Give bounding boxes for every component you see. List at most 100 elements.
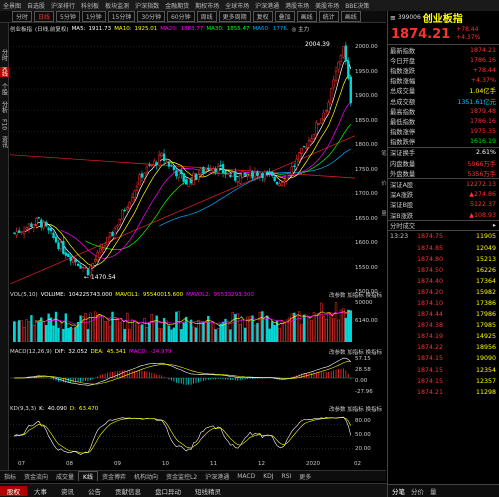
menu-item[interactable]: 全景图 [3, 3, 22, 10]
indicator-tab[interactable]: KDJ [263, 472, 274, 480]
left-nav-item[interactable]: 分析 [0, 100, 8, 113]
period-button[interactable]: 周线 [196, 11, 217, 22]
status-tab[interactable]: 贡献信息 [115, 487, 141, 496]
k-value: 40.090 [47, 405, 67, 412]
vol-label: VOLUME: [40, 291, 66, 298]
left-nav-item[interactable]: 个股 [0, 82, 8, 95]
trades-list: 13:23 1874.75 11905 1874.85 12049 1874.80 1521… [388, 231, 499, 397]
stat-row: 深B涨跌 ▲108.93 [388, 210, 499, 220]
expand-icon[interactable]: ▸ [492, 222, 496, 230]
indicator-tab[interactable]: 机构动向 [134, 473, 159, 481]
ma20-value: 1883.77 [180, 26, 204, 32]
kd-chart[interactable] [10, 414, 355, 459]
kd-panel-buttons[interactable]: 改参数 加指标 换指标 [329, 406, 382, 413]
left-nav-item[interactable]: F10 [0, 118, 8, 131]
volume-bar [207, 316, 210, 342]
candle [123, 207, 126, 213]
volume-bar [185, 316, 188, 342]
ma60-value: 1776. [272, 26, 289, 32]
status-tab[interactable]: 资讯 [61, 487, 74, 496]
menu-icon[interactable]: ≡ [390, 13, 396, 22]
volume-bar [135, 322, 139, 342]
macd-panel-buttons[interactable]: 改参数 加指标 换指标 [329, 349, 382, 356]
volume-bar [91, 317, 95, 342]
candlestick-chart[interactable]: 2004.39 ← 1470.54 [10, 34, 355, 284]
status-tab[interactable]: 盘口异动 [155, 487, 181, 496]
menu-item[interactable]: BBE决策 [345, 3, 370, 10]
indicator-tab[interactable]: 资金流向 [24, 473, 49, 481]
status-tab[interactable]: 股权 [0, 485, 27, 496]
side-tab[interactable]: 笔 [380, 150, 386, 156]
trade-time: 13:23 [390, 233, 409, 241]
indicator-tab[interactable]: 指标 [4, 473, 17, 481]
left-nav-item[interactable]: 分时 [0, 49, 8, 61]
candle [273, 175, 276, 183]
status-tab[interactable]: 短线精灵 [195, 487, 221, 496]
menu-item[interactable]: 港股市场 [285, 3, 310, 10]
menu-item[interactable]: 自选股 [27, 3, 46, 10]
period-button[interactable]: 5分钟 [56, 11, 80, 22]
period-button[interactable]: 30分钟 [137, 11, 165, 22]
quote-tab[interactable]: 分笔 [392, 488, 405, 496]
indicator-tab[interactable]: 资金监控L2 [166, 473, 198, 481]
volume-bar [121, 320, 124, 342]
candle [25, 226, 28, 232]
quote-bottom-tabs: 分笔 分价量 [388, 484, 499, 497]
period-button[interactable]: 60分钟 [166, 11, 195, 22]
period-button[interactable]: 15分钟 [107, 11, 136, 22]
period-button[interactable]: 更多周期 [218, 11, 251, 22]
volume-chart[interactable] [10, 300, 355, 342]
indicator-tab[interactable]: K线 [78, 471, 98, 481]
candle [130, 192, 134, 202]
tool-button[interactable]: 叠加 [274, 11, 295, 22]
volume-bar [175, 311, 178, 342]
macd-chart[interactable] [10, 357, 355, 399]
volume-bar [72, 328, 75, 342]
tool-button[interactable]: 画线 [340, 11, 361, 22]
price-tick: 1700.00 [355, 191, 378, 197]
candle [121, 209, 124, 220]
candle [322, 109, 325, 124]
period-button[interactable]: 分时 [12, 11, 33, 22]
menu-item[interactable]: 板块监测 [105, 3, 130, 10]
trade-row: 1874.85 12049 [388, 242, 499, 253]
candle [89, 264, 92, 278]
menu-item[interactable]: 沪深排行 [51, 3, 76, 10]
indicator-tab[interactable]: MACD [237, 472, 256, 480]
candle [52, 231, 55, 240]
indicator-tab[interactable]: RSI [281, 472, 292, 480]
tool-button[interactable]: 统计 [318, 11, 339, 22]
left-nav-item[interactable]: 资讯 [0, 136, 8, 149]
left-nav-item[interactable]: K线 [0, 67, 9, 77]
period-button[interactable]: 1分钟 [81, 11, 106, 22]
mavol1-value: 95540015.600 [142, 291, 184, 298]
indicator-tab[interactable]: 成交量 [56, 473, 75, 481]
menu-item[interactable]: 期权市场 [195, 3, 220, 10]
menu-item[interactable]: 沪深港通 [255, 3, 280, 10]
candle [74, 258, 77, 266]
period-button[interactable]: 日线 [34, 11, 55, 22]
side-tab[interactable]: 量 [380, 210, 386, 216]
status-tab[interactable]: 公告 [88, 487, 101, 496]
stat-row: 外盘数量 5356万手 [388, 168, 499, 178]
volume-bar [172, 327, 176, 342]
vol-panel-buttons[interactable]: 改参数 加指标 换指标 [329, 292, 382, 299]
menu-item[interactable]: 美股市场 [315, 3, 340, 10]
indicator-tab[interactable]: 沪深港通 [205, 473, 230, 481]
menu-item[interactable]: 金融期货 [165, 3, 190, 10]
menu-item[interactable]: 全球市场 [225, 3, 250, 10]
menu-item[interactable]: 科创板 [81, 3, 100, 10]
status-tab[interactable]: 大事 [34, 487, 47, 496]
quote-tab[interactable]: 分价 [411, 488, 424, 496]
stat-value: +78.44 [472, 66, 496, 74]
side-tab[interactable]: 价 [380, 180, 386, 186]
candle [79, 263, 82, 269]
tool-button[interactable]: 复权 [252, 11, 273, 22]
candle [219, 160, 222, 168]
menu-item[interactable]: 沪深指数 [135, 3, 160, 10]
date-tick: 02 [354, 461, 361, 467]
indicator-tab[interactable]: 更多 [299, 473, 312, 481]
indicator-tab[interactable]: 资金博弈 [101, 473, 126, 481]
tool-button[interactable]: 画线 [296, 11, 317, 22]
quote-tab[interactable]: 量 [430, 488, 437, 496]
